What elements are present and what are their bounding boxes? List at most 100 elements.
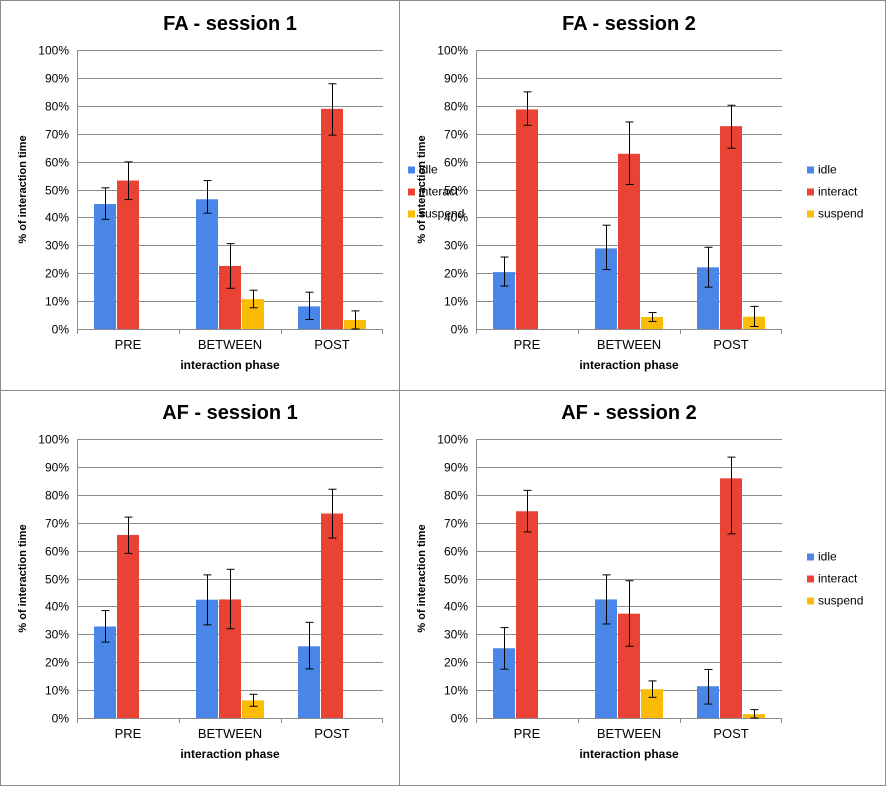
y-axis-label: % of interaction time <box>17 135 29 243</box>
y-tick-label: 20% <box>444 656 468 670</box>
y-tick-label: 70% <box>45 128 69 142</box>
y-tick-label: 90% <box>45 461 69 475</box>
x-tick-label: POST <box>713 337 748 352</box>
y-tick-label: 0% <box>52 323 70 337</box>
bar-interact <box>321 513 343 718</box>
y-tick-label: 70% <box>444 128 468 142</box>
y-tick-label: 90% <box>444 72 468 86</box>
bar-interact <box>117 534 139 718</box>
legend-swatch-interact <box>807 188 814 196</box>
y-tick-label: 60% <box>444 545 468 559</box>
bar-suspend <box>242 299 264 329</box>
legend-swatch-suspend <box>807 210 814 218</box>
y-tick-label: 40% <box>45 600 69 614</box>
x-tick-label: BETWEEN <box>597 726 661 741</box>
bar-idle <box>493 648 515 718</box>
bar-interact <box>720 478 742 718</box>
legend: idle interact suspend <box>807 163 863 221</box>
bar-interact <box>219 599 241 718</box>
legend-label-suspend: suspend <box>818 594 863 608</box>
x-axis-label: interaction phase <box>579 747 679 761</box>
legend-label-idle: idle <box>818 163 837 177</box>
y-tick-label: 10% <box>444 684 468 698</box>
bar-idle <box>196 599 218 718</box>
y-tick-label: 40% <box>444 211 468 225</box>
y-axis-label: % of interaction time <box>416 135 428 243</box>
y-axis-label: % of interaction time <box>17 524 29 632</box>
y-tick-label: 100% <box>437 44 468 58</box>
y-tick-label: 50% <box>45 184 69 198</box>
legend-swatch-interact <box>807 575 814 583</box>
bar-suspend <box>641 317 663 329</box>
y-tick-label: 90% <box>45 72 69 86</box>
y-tick-label: 70% <box>45 517 69 531</box>
y-tick-label: 80% <box>444 489 468 503</box>
y-tick-label: 10% <box>45 295 69 309</box>
chart-panel-3: AF - session 1 0% 10% 20% 30% 40% 50% 60% 70% 80%… <box>17 402 383 761</box>
bar-interact <box>516 109 538 329</box>
legend-swatch-idle <box>408 166 415 174</box>
y-tick-label: 30% <box>45 239 69 253</box>
legend: idle interact suspend <box>408 163 464 221</box>
y-tick-label: 100% <box>38 433 69 447</box>
bar-interact <box>618 153 640 329</box>
y-axis-label: % of interaction time <box>416 524 428 632</box>
y-tick-label: 70% <box>444 517 468 531</box>
y-tick-label: 10% <box>444 295 468 309</box>
x-tick-label: BETWEEN <box>597 337 661 352</box>
y-tick-label: 80% <box>444 100 468 114</box>
bar-interact <box>720 126 742 330</box>
y-tick-label: 50% <box>45 573 69 587</box>
legend-swatch-idle <box>807 553 814 561</box>
y-tick-label: 30% <box>45 628 69 642</box>
bar-suspend <box>641 689 663 718</box>
chart-panel-2: FA - session 2 0% 10% 20% 30% 40% 50% 60% 70% 80%… <box>416 13 863 372</box>
legend-swatch-suspend <box>807 597 814 605</box>
chart-title: AF - session 2 <box>561 402 697 424</box>
chart-title: AF - session 1 <box>162 402 298 424</box>
x-tick-label: PRE <box>115 337 142 352</box>
x-axis-label: interaction phase <box>579 358 679 372</box>
y-tick-label: 20% <box>444 267 468 281</box>
bar-interact <box>618 613 640 718</box>
x-tick-label: PRE <box>514 726 541 741</box>
bar-interact <box>117 180 139 329</box>
y-tick-label: 20% <box>45 267 69 281</box>
legend-swatch-interact <box>408 188 415 196</box>
legend-label-interact: interact <box>818 185 858 199</box>
bar-interact <box>516 511 538 718</box>
x-axis-label: interaction phase <box>180 747 280 761</box>
legend-label-suspend: suspend <box>818 207 863 221</box>
y-tick-label: 0% <box>52 712 70 726</box>
bar-idle <box>196 199 218 329</box>
chart-panel-4: AF - session 2 0% 10% 20% 30% 40% 50% 60% 70% 80%… <box>416 402 863 761</box>
x-tick-label: PRE <box>115 726 142 741</box>
x-tick-label: POST <box>713 726 748 741</box>
y-tick-label: 10% <box>45 684 69 698</box>
y-tick-label: 40% <box>444 600 468 614</box>
chart-title: FA - session 2 <box>562 13 696 35</box>
legend-label-suspend: suspend <box>419 207 464 221</box>
chart-title: FA - session 1 <box>163 13 297 35</box>
legend-label-idle: idle <box>818 550 837 564</box>
x-tick-label: POST <box>314 337 349 352</box>
x-tick-label: BETWEEN <box>198 726 262 741</box>
y-tick-label: 0% <box>451 712 469 726</box>
bar-idle <box>94 204 116 329</box>
bar-interact <box>321 108 343 329</box>
y-tick-label: 80% <box>45 489 69 503</box>
y-tick-label: 80% <box>45 100 69 114</box>
legend-label-idle: idle <box>419 163 438 177</box>
y-tick-label: 90% <box>444 461 468 475</box>
y-tick-label: 60% <box>45 156 69 170</box>
y-tick-label: 100% <box>38 44 69 58</box>
y-tick-label: 60% <box>444 156 468 170</box>
y-tick-label: 30% <box>444 239 468 253</box>
legend: idle interact suspend <box>807 550 863 608</box>
x-tick-label: PRE <box>514 337 541 352</box>
y-tick-label: 0% <box>451 323 469 337</box>
bar-idle <box>697 267 719 329</box>
legend-label-interact: interact <box>818 572 858 586</box>
bar-idle <box>595 248 617 329</box>
